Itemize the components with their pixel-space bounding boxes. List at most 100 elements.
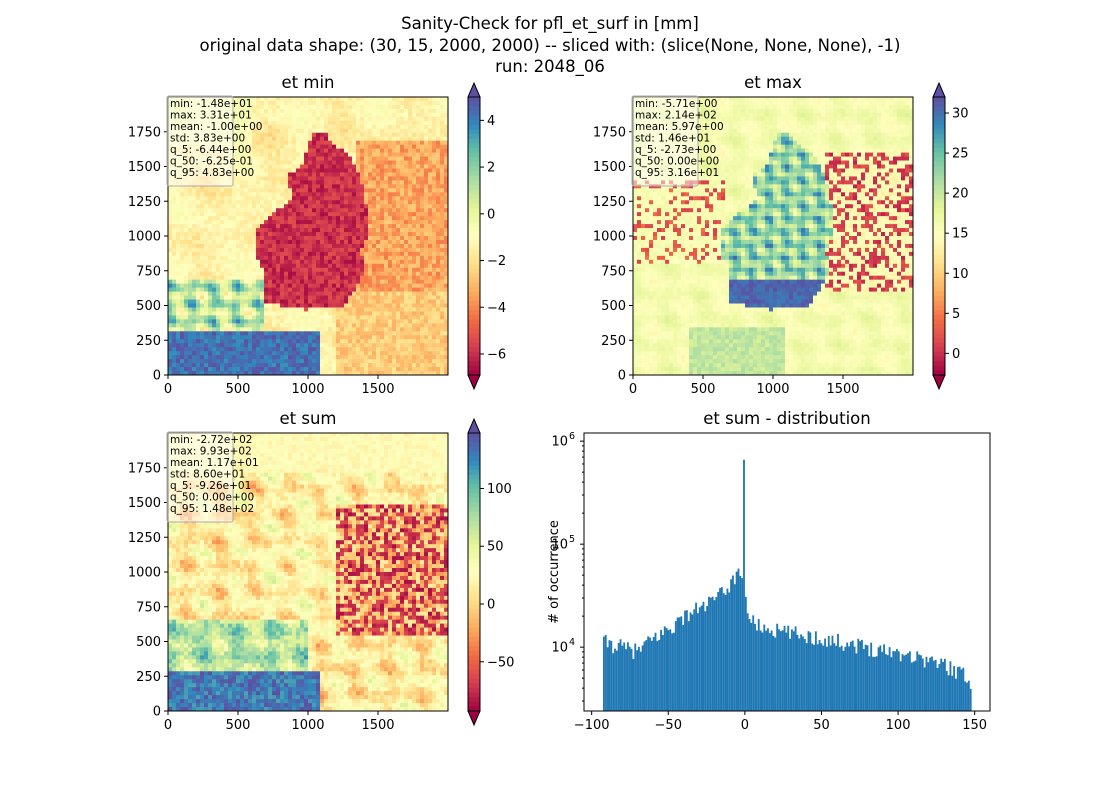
heatmap-cell <box>404 363 409 368</box>
heatmap-cell <box>236 212 241 217</box>
heatmap-cell <box>348 144 353 150</box>
heatmap-cell <box>300 188 305 193</box>
heatmap-cell <box>264 124 269 130</box>
heatmap-cell <box>416 287 421 293</box>
heatmap-cell <box>376 200 381 205</box>
heatmap-cell <box>224 303 229 309</box>
heatmap-cell <box>368 112 373 118</box>
heatmap-cell <box>308 148 313 154</box>
heatmap-cell <box>372 339 377 344</box>
heatmap-cell <box>360 367 365 372</box>
heatmap-cell <box>280 196 285 201</box>
heatmap-cell <box>284 331 289 336</box>
heatmap-cell <box>428 275 433 281</box>
heatmap-cell <box>212 251 217 257</box>
heatmap-cell <box>284 136 289 142</box>
heatmap-cell <box>304 239 309 245</box>
heatmap-cell <box>304 128 309 134</box>
heatmap-cell <box>380 220 385 225</box>
heatmap-cell <box>360 331 365 336</box>
heatmap-cell <box>380 363 385 368</box>
heatmap-cell <box>336 136 341 142</box>
heatmap-cell <box>168 204 173 209</box>
heatmap-cell <box>384 172 389 178</box>
heatmap-cell <box>244 232 249 237</box>
heatmap-cell <box>300 347 305 352</box>
heatmap-cell <box>300 263 305 269</box>
heatmap-cell <box>388 367 393 372</box>
heatmap-cell <box>396 112 401 118</box>
heatmap-cell <box>236 128 241 134</box>
heatmap-cell <box>308 180 313 185</box>
heatmap-cell <box>352 347 357 352</box>
heatmap-cell <box>312 327 317 332</box>
heatmap-cell <box>212 212 217 217</box>
heatmap-cell <box>276 140 281 146</box>
heatmap-cell <box>248 359 253 364</box>
heatmap-cell <box>296 239 301 245</box>
heatmap-cell <box>312 116 317 122</box>
colorbar-segment <box>468 157 480 163</box>
heatmap-cell <box>368 343 373 348</box>
heatmap-cell <box>260 192 265 197</box>
heatmap-cell <box>412 239 417 245</box>
heatmap-cell <box>240 359 245 364</box>
heatmap-cell <box>440 160 445 166</box>
heatmap-cell <box>348 124 353 130</box>
heatmap-cell <box>388 327 393 332</box>
heatmap-cell <box>420 271 425 277</box>
heatmap-cell <box>416 220 421 225</box>
heatmap-cell <box>364 132 369 138</box>
heatmap-cell <box>416 339 421 344</box>
heatmap-cell <box>412 228 417 233</box>
heatmap-cell <box>348 140 353 146</box>
heatmap-cell <box>296 140 301 146</box>
heatmap-cell <box>176 351 181 356</box>
heatmap-cell <box>420 275 425 281</box>
heatmap-cell <box>188 184 193 189</box>
heatmap-cell <box>356 327 361 332</box>
heatmap-cell <box>372 287 377 293</box>
heatmap-cell <box>336 331 341 336</box>
heatmap-cell <box>256 100 261 106</box>
heatmap-cell <box>292 287 297 293</box>
heatmap-cell <box>240 367 245 372</box>
heatmap-cell <box>332 208 337 213</box>
heatmap-cell <box>264 204 269 209</box>
heatmap-cell <box>344 112 349 118</box>
heatmap-cell <box>444 243 448 249</box>
heatmap-cell <box>208 255 213 261</box>
heatmap-cell <box>316 263 321 269</box>
heatmap-cell <box>168 367 173 372</box>
heatmap-cell <box>304 331 309 336</box>
heatmap-cell <box>376 251 381 257</box>
heatmap-cell <box>324 323 329 328</box>
heatmap-cell <box>188 267 193 273</box>
heatmap-cell <box>432 239 437 245</box>
heatmap-cell <box>400 351 405 356</box>
heatmap-cell <box>240 271 245 277</box>
heatmap-cell <box>388 359 393 364</box>
heatmap-cell <box>292 140 297 146</box>
heatmap-cell <box>236 363 241 368</box>
heatmap-cell <box>288 255 293 261</box>
heatmap-cell <box>372 216 377 221</box>
heatmap-cell <box>280 160 285 166</box>
heatmap-cell <box>380 263 385 269</box>
heatmap-cell <box>172 283 177 289</box>
heatmap-cell <box>236 323 241 328</box>
heatmap-cell <box>356 303 361 309</box>
heatmap-cell <box>312 232 317 237</box>
heatmap-cell <box>356 283 361 289</box>
figure-title-line-2: original data shape: (30, 15, 2000, 2000… <box>200 36 901 55</box>
heatmap-cell <box>408 239 413 245</box>
heatmap-cell <box>240 323 245 328</box>
heatmap-cell <box>284 148 289 154</box>
heatmap-cell <box>420 148 425 154</box>
heatmap-cell <box>252 232 257 237</box>
heatmap-cell <box>228 279 233 285</box>
heatmap-cell <box>284 315 289 320</box>
heatmap-cell <box>300 164 305 170</box>
heatmap-cell <box>180 192 185 197</box>
heatmap-cell <box>288 220 293 225</box>
